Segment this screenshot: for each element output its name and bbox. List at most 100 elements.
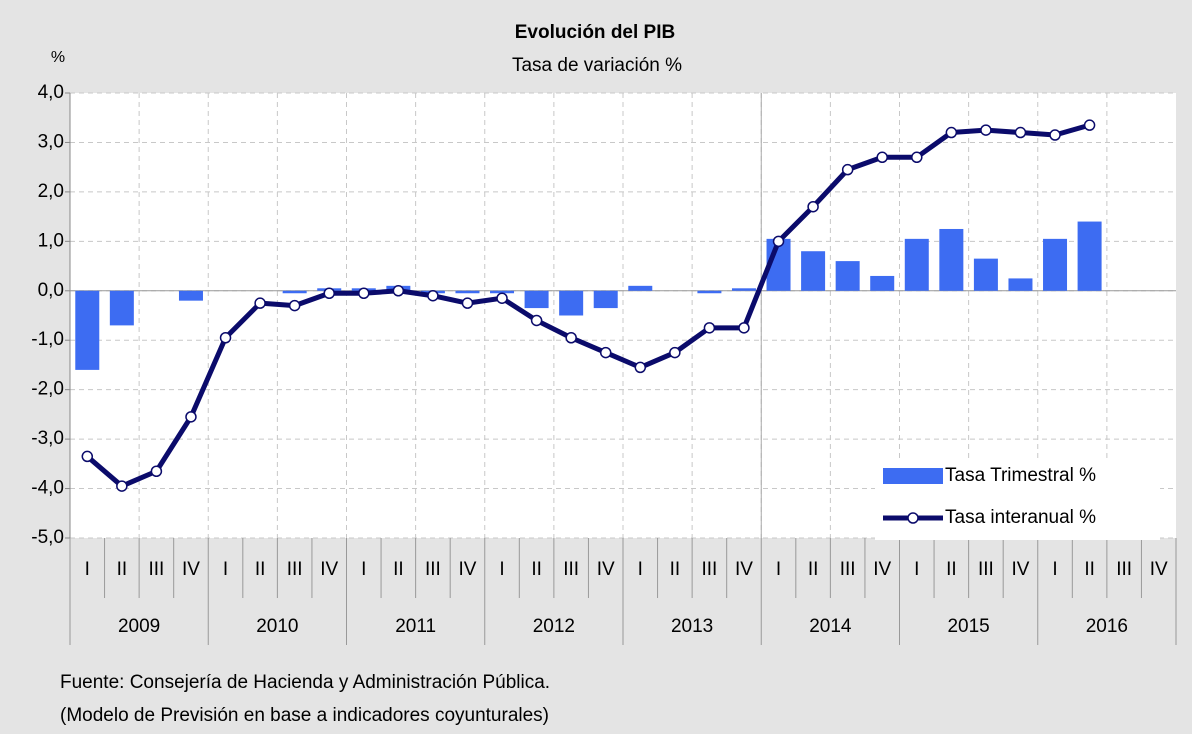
year-label: 2014: [809, 616, 852, 637]
x-tick-label: II: [946, 559, 957, 580]
year-label: 2013: [671, 616, 713, 637]
chart-subtitle: Tasa de variación %: [512, 55, 682, 76]
y-tick-label: -1,0: [31, 329, 64, 350]
note: (Modelo de Previsión en base a indicador…: [60, 705, 549, 726]
y-axis-label: %: [51, 49, 65, 66]
marker: [392, 285, 405, 297]
marker: [461, 297, 474, 309]
marker: [738, 322, 750, 334]
x-tick-label: I: [223, 559, 228, 580]
marker: [945, 126, 958, 139]
bar: [973, 258, 998, 291]
marker: [807, 200, 819, 213]
y-tick-label: -4,0: [31, 478, 64, 499]
x-tick-label: I: [914, 559, 919, 580]
marker: [358, 287, 370, 299]
bar: [455, 290, 480, 294]
bar: [75, 290, 100, 370]
x-tick-label: III: [840, 559, 856, 580]
y-tick-label: -3,0: [31, 428, 64, 449]
line: [85, 122, 1091, 489]
x-tick-label: IV: [182, 559, 200, 580]
year-label: 2009: [118, 616, 160, 637]
bar: [178, 290, 203, 301]
bar: [1077, 221, 1102, 291]
legend-label: Tasa interanual %: [945, 507, 1096, 528]
x-tick-label: II: [670, 559, 681, 580]
year-label: 2010: [256, 616, 298, 637]
marker: [288, 299, 301, 312]
marker: [323, 287, 335, 299]
marker: [1049, 129, 1061, 141]
marker: [980, 124, 992, 136]
chart-title: Evolución del PIB: [515, 22, 675, 43]
marker: [772, 235, 785, 248]
x-tick-label: II: [255, 559, 266, 580]
x-tick-label: III: [978, 559, 994, 580]
x-tick-label: III: [148, 559, 164, 580]
x-tick-label: III: [287, 559, 303, 580]
marker: [841, 163, 854, 176]
marker: [634, 361, 647, 374]
marker: [703, 322, 716, 334]
y-tick-label: -2,0: [31, 379, 64, 400]
x-tick-label: I: [1052, 559, 1057, 580]
y-tick-label: -5,0: [31, 527, 64, 548]
x-tick-label: II: [531, 559, 542, 580]
x-tick-label: II: [117, 559, 128, 580]
bar: [524, 290, 549, 309]
bar: [282, 290, 307, 294]
x-tick-label: II: [1084, 559, 1095, 580]
year-label: 2011: [395, 616, 436, 637]
bar: [904, 238, 929, 291]
x-tick-label: IV: [320, 559, 338, 580]
marker: [1014, 126, 1027, 139]
y-tick-label: 0,0: [38, 280, 64, 301]
x-tick-label: II: [808, 559, 819, 580]
bar: [801, 251, 826, 291]
x-tick-label: III: [701, 559, 717, 580]
x-tick-label: III: [563, 559, 579, 580]
year-label: 2015: [947, 616, 989, 637]
marker: [254, 297, 266, 309]
x-tick-label: II: [393, 559, 404, 580]
x-tick-label: III: [1116, 559, 1132, 580]
year-label: 2016: [1086, 616, 1128, 637]
year-label: 2012: [533, 616, 575, 637]
x-tick-label: I: [499, 559, 504, 580]
marker: [496, 292, 508, 304]
legend-label: Tasa Trimestral %: [945, 465, 1096, 486]
bar: [731, 288, 756, 291]
marker: [81, 450, 94, 463]
marker: [565, 332, 577, 344]
marker: [219, 332, 232, 344]
marker: [530, 314, 543, 327]
y-tick-label: 3,0: [38, 131, 64, 152]
bar: [1008, 278, 1033, 291]
bar: [109, 290, 134, 326]
marker: [116, 480, 128, 492]
bar: [593, 290, 618, 309]
x-tick-label: I: [361, 559, 366, 580]
x-tick-label: I: [638, 559, 643, 580]
marker: [599, 346, 612, 359]
bar: [1043, 238, 1068, 291]
x-tick-label: IV: [597, 559, 615, 580]
marker: [150, 465, 163, 477]
bar: [939, 228, 964, 291]
marker: [185, 411, 197, 423]
x-tick-label: III: [425, 559, 441, 580]
bar: [490, 290, 515, 294]
marker: [427, 289, 439, 302]
marker: [911, 151, 923, 164]
marker: [669, 346, 681, 359]
x-tick-label: IV: [735, 559, 753, 580]
legend-swatch: [907, 512, 919, 524]
bar: [628, 285, 653, 291]
x-tick-label: IV: [458, 559, 476, 580]
marker: [1083, 119, 1096, 131]
x-tick-label: I: [85, 559, 90, 580]
note: Fuente: Consejería de Hacienda y Adminis…: [60, 672, 550, 693]
marker: [876, 151, 888, 164]
